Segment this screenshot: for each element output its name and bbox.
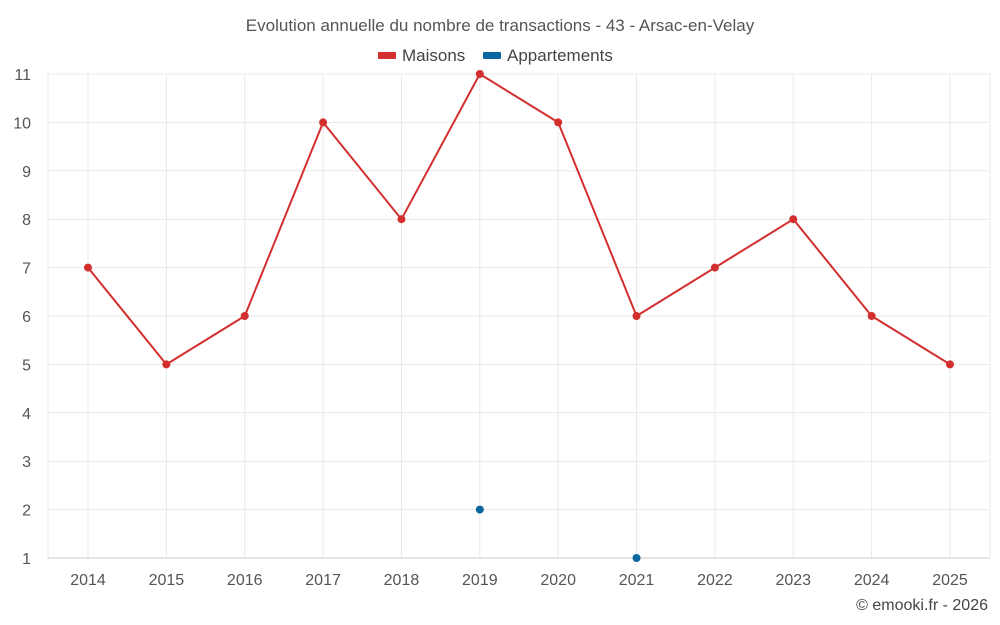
legend-swatch-maisons xyxy=(378,52,396,59)
legend: Maisons Appartements xyxy=(378,46,613,65)
series-maisons xyxy=(84,70,954,369)
legend-item-appartements[interactable]: Appartements xyxy=(483,46,613,65)
point-maisons-2024[interactable] xyxy=(867,312,876,320)
x-tick-label-2014: 2014 xyxy=(70,572,106,589)
x-tick-label-2016: 2016 xyxy=(227,572,263,589)
x-tick-label-2024: 2024 xyxy=(854,572,890,589)
y-tick-label-11: 11 xyxy=(14,67,31,84)
legend-swatch-appartements xyxy=(483,52,501,59)
point-appartements-2019[interactable] xyxy=(475,505,484,514)
y-tick-label-6: 6 xyxy=(22,309,31,326)
x-tick-label-2022: 2022 xyxy=(697,572,733,589)
legend-label-appartements: Appartements xyxy=(507,46,613,65)
series-line-maisons-0 xyxy=(87,73,951,366)
point-maisons-2015[interactable] xyxy=(162,360,171,369)
point-appartements-2021[interactable] xyxy=(632,554,641,562)
point-maisons-2018[interactable] xyxy=(397,215,406,224)
y-tick-label-7: 7 xyxy=(22,261,31,278)
series-layer xyxy=(84,70,954,562)
x-tick-label-2020: 2020 xyxy=(540,572,576,589)
x-axis-ticks: 2014 2015 2016 2017 2018 2019 2020 2021 2022 2023… xyxy=(70,572,968,589)
chart-title: Evolution annuelle du nombre de transact… xyxy=(246,16,755,35)
y-tick-label-5: 5 xyxy=(22,357,31,374)
x-tick-label-2025: 2025 xyxy=(932,572,968,589)
x-tick-label-2017: 2017 xyxy=(305,572,341,589)
y-tick-label-3: 3 xyxy=(22,454,31,471)
y-tick-label-2: 2 xyxy=(22,503,31,520)
x-tick-label-2021: 2021 xyxy=(619,572,655,589)
point-maisons-2023[interactable] xyxy=(789,215,798,224)
point-maisons-2020[interactable] xyxy=(554,118,563,127)
point-maisons-2016[interactable] xyxy=(240,312,249,320)
grid xyxy=(47,73,991,559)
y-tick-label-8: 8 xyxy=(22,212,31,229)
legend-label-maisons: Maisons xyxy=(402,46,465,65)
point-maisons-2021[interactable] xyxy=(632,312,641,320)
point-maisons-2019[interactable] xyxy=(475,70,484,78)
series-appartements xyxy=(475,505,641,562)
point-maisons-2017[interactable] xyxy=(319,118,328,127)
x-tick-label-2023: 2023 xyxy=(775,572,811,589)
x-tick-label-2019: 2019 xyxy=(462,572,498,589)
x-tick-label-2018: 2018 xyxy=(384,572,420,589)
point-maisons-2022[interactable] xyxy=(710,263,719,272)
y-tick-label-4: 4 xyxy=(22,406,31,423)
y-tick-label-1: 1 xyxy=(22,551,31,568)
point-maisons-2025[interactable] xyxy=(946,360,954,369)
y-tick-label-9: 9 xyxy=(22,164,31,181)
credit-text: © emooki.fr - 2026 xyxy=(856,597,988,614)
legend-item-maisons[interactable]: Maisons xyxy=(378,46,465,65)
point-maisons-2014[interactable] xyxy=(84,263,92,272)
x-tick-label-2015: 2015 xyxy=(149,572,185,589)
y-tick-label-10: 10 xyxy=(13,115,31,132)
y-axis-ticks: 1 2 3 4 5 6 7 8 9 10 11 xyxy=(13,67,31,568)
